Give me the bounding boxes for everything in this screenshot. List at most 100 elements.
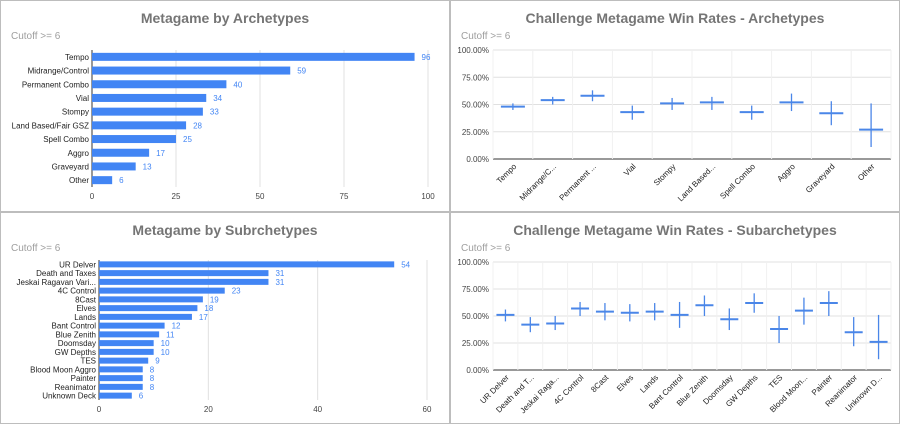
y-tick-label: 50.00% [462,101,489,110]
category-label: 4C Control [58,287,96,296]
data-label: 19 [210,295,219,304]
data-label: 59 [297,67,306,76]
bar [92,107,203,116]
chart-plot-winrates-archetypes: 0.00% 25.00% 50.00% 75.00% 100.00% Tempo Midra… [457,46,892,203]
category-label: Jeskai Ragavan Vari... [17,278,96,287]
x-tick-label: 0 [90,192,95,201]
category-label: Midrange/Control [28,67,90,76]
data-label: 25 [183,135,192,144]
y-tick-label: 100.00% [457,258,489,267]
bar [92,176,113,185]
category-label: TES [80,357,96,366]
data-label: 12 [172,322,181,331]
category-label: Permanent Combo [22,80,90,89]
category-label: Reanimator [55,383,97,392]
chart-panel-metagame-archetypes: Metagame by Archetypes Cutoff >= 6 0 25 50… [0,0,450,212]
category-label: Spell Combo [43,135,89,144]
bar [92,52,415,61]
data-label: 8 [150,383,155,392]
category-label: Unknown Deck [42,392,97,401]
x-tick-label: Elves [615,373,635,393]
x-tick-label: 40 [313,405,322,414]
category-label: UR Delver [59,260,96,269]
data-label: 54 [401,260,410,269]
bar [99,278,269,285]
data-label: 40 [233,80,242,89]
bar [92,66,291,75]
chart-plot-metagame-subarchetypes: 0 20 40 60 UR Delver 54 Death and Taxes 31 Jeska… [17,260,432,414]
category-label: Vial [76,94,89,103]
chart-plot-metagame-archetypes: 0 25 50 75 100 Tempo 96 Midrange/Control 59 Perma… [12,50,435,201]
category-label: Bant Control [52,322,97,331]
bar [92,148,150,157]
data-label: 8 [150,374,155,383]
x-tick-label: 8Cast [589,373,611,395]
y-tick-label: 25.00% [462,128,489,137]
category-label: Lands [74,313,96,322]
x-tick-label: 100 [421,192,435,201]
bar [99,366,143,373]
data-label: 10 [161,339,170,348]
data-label: 23 [232,287,241,296]
x-tick-label: TES [767,373,784,390]
data-label: 96 [422,53,431,62]
y-tick-label: 0.00% [466,366,489,375]
chart-panel-metagame-subarchetypes: Metagame by Subrchetypes Cutoff >= 6 0 20… [0,212,450,424]
data-label: 31 [275,278,284,287]
x-tick-label: Other [856,162,877,183]
chart-title: Metagame by Subrchetypes [132,222,318,238]
bar [99,392,132,399]
category-label: Blood Moon Aggro [30,365,96,374]
bar [99,296,203,303]
data-label: 34 [213,94,222,103]
y-tick-label: 50.00% [462,312,489,321]
x-tick-label: Aggro [775,162,797,184]
bar [99,261,395,268]
x-tick-label: Spell Combo [718,162,757,201]
chart-panel-winrates-subarchetypes: Challenge Metagame Win Rates - Subarchet… [450,212,900,424]
chart-subtitle: Cutoff >= 6 [461,243,511,254]
x-tick-label: Stompy [652,162,678,188]
y-tick-label: 0.00% [466,155,489,164]
bar [99,383,143,390]
y-tick-label: 25.00% [462,339,489,348]
chart-title: Challenge Metagame Win Rates - Subarchet… [513,222,837,238]
data-label: 28 [193,121,202,130]
category-label: GW Depths [55,348,96,357]
x-tick-label: Land Based... [676,162,717,203]
x-tick-label: Vial [622,162,638,178]
bar [99,322,165,329]
data-label: 31 [275,269,284,278]
data-label: 17 [156,149,165,158]
category-label: Blue Zenith [56,330,96,339]
data-label: 13 [143,162,152,171]
data-label: 17 [199,313,208,322]
bar [99,348,154,355]
category-label: Death and Taxes [36,269,96,278]
chart-title: Challenge Metagame Win Rates - Archetype… [525,10,825,26]
data-label: 10 [161,348,170,357]
category-label: Land Based/Fair GSZ [12,121,89,130]
y-tick-label: 75.00% [462,73,489,82]
bar [99,340,154,347]
data-label: 18 [204,304,213,313]
bar [92,93,207,102]
x-tick-label: Tempo [495,162,519,186]
data-label: 8 [150,365,155,374]
bar [99,287,225,294]
category-label: Painter [71,374,97,383]
category-label: Tempo [65,53,90,62]
category-label: Aggro [68,149,90,158]
category-label: Doomsday [58,339,96,348]
category-label: Elves [76,304,96,313]
chart-panel-winrates-archetypes: Challenge Metagame Win Rates - Archetype… [450,0,900,212]
x-tick-label: 75 [340,192,349,201]
y-tick-label: 75.00% [462,285,489,294]
bar [99,305,198,312]
data-label: 33 [210,108,219,117]
category-label: Graveyard [52,162,89,171]
x-tick-label: Lands [638,373,660,395]
x-tick-label: 0 [97,405,102,414]
chart-plot-winrates-subarchetypes: 0.00%25.00%50.00%75.00%100.00%UR DelverD… [457,258,892,415]
